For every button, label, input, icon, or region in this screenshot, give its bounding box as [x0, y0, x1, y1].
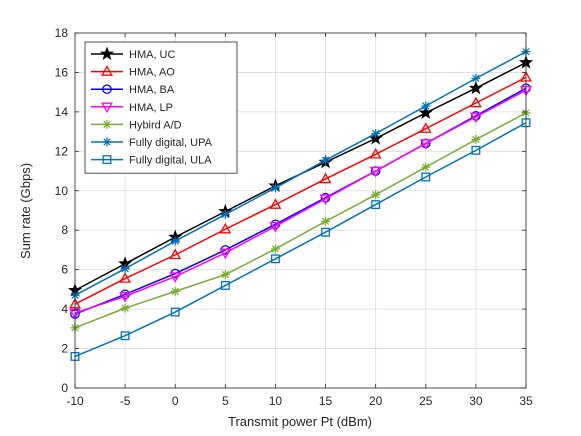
legend: HMA, UC HMA, AO HMA, BA HMA, LP Hybird A/D Fu…: [84, 41, 238, 174]
data-point-marker: [421, 172, 431, 182]
data-point-marker: [469, 112, 482, 124]
axis-ticks: -10 -5 0 5 10 15 20 25 30 35 0 2 4 6 8 10 12 14 16 18: [55, 26, 533, 408]
series-line: [74, 122, 527, 358]
y-tick-label: 10: [55, 184, 69, 198]
legend-label: HMA, BA: [129, 84, 175, 96]
x-tick-label: 30: [469, 394, 483, 408]
legend-marker: [99, 46, 115, 61]
legend-marker: [102, 119, 112, 129]
data-point-marker: [421, 101, 431, 111]
x-tick-label: 10: [269, 394, 283, 408]
data-point-marker: [468, 80, 483, 95]
x-tick-label: 25: [419, 394, 433, 408]
x-tick-label: 0: [172, 394, 179, 408]
legend-item: HMA, LP: [91, 102, 173, 114]
y-tick-label: 8: [61, 223, 68, 237]
legend-item: Hybird A/D: [91, 119, 182, 131]
data-point-marker: [371, 200, 381, 210]
data-point-marker: [371, 190, 381, 200]
data-point-marker: [269, 198, 282, 209]
legend-item: HMA, AO: [91, 65, 175, 79]
y-tick-label: 0: [61, 381, 68, 395]
data-point-marker: [471, 135, 481, 144]
y-tick-label: 6: [61, 263, 68, 277]
legend-marker: [102, 137, 112, 147]
series-5: [70, 108, 531, 333]
y-tick-label: 18: [55, 26, 69, 40]
y-tick-label: 4: [61, 302, 68, 316]
legend-item: Fully digital, ULA: [91, 155, 212, 167]
data-point-marker: [320, 192, 331, 203]
data-point-marker: [170, 236, 180, 246]
data-point-marker: [419, 139, 432, 150]
data-point-marker: [270, 244, 280, 254]
data-point-marker: [469, 96, 482, 108]
data-point-marker: [419, 122, 432, 133]
data-point-marker: [169, 248, 182, 260]
y-tick-label: 14: [55, 105, 69, 119]
data-point-marker: [170, 286, 180, 296]
legend-marker: [101, 65, 113, 76]
data-point-marker: [371, 129, 381, 139]
data-point-marker: [220, 270, 230, 280]
data-point-marker: [269, 222, 282, 233]
data-point-marker: [119, 272, 132, 283]
legend-marker: [102, 155, 112, 165]
data-point-marker: [471, 145, 481, 155]
data-point-marker: [120, 303, 130, 313]
x-tick-label: 20: [369, 394, 383, 408]
data-point-marker: [471, 73, 481, 83]
legend-item: Fully digital, UPA: [91, 137, 213, 149]
data-point-marker: [321, 227, 331, 237]
legend-label: Fully digital, UPA: [129, 137, 213, 149]
data-point-marker: [220, 209, 230, 219]
data-point-marker: [119, 292, 132, 303]
data-point-marker: [369, 147, 382, 159]
y-tick-label: 12: [55, 144, 69, 158]
legend-label: HMA, LP: [129, 102, 173, 114]
data-point-marker: [170, 307, 180, 317]
x-tick-label: -10: [66, 394, 84, 408]
data-point-marker: [270, 183, 280, 193]
data-point-marker: [219, 222, 232, 234]
data-point-marker: [418, 105, 433, 119]
y-axis-label: Sum rate (Gbps): [18, 163, 33, 259]
legend-marker: [102, 84, 112, 95]
legend-item: HMA, BA: [91, 84, 175, 96]
data-point-marker: [120, 331, 130, 341]
legend-label: Hybird A/D: [129, 119, 182, 131]
data-point-marker: [471, 110, 481, 121]
legend-label: HMA, AO: [129, 67, 175, 79]
data-point-marker: [369, 166, 382, 178]
data-point-marker: [219, 248, 232, 260]
data-point-marker: [220, 280, 230, 290]
legend-label: HMA, UC: [129, 49, 176, 61]
axes-box: [74, 32, 527, 389]
series-line: [74, 51, 527, 296]
series-line: [74, 112, 527, 329]
x-tick-label: 5: [222, 394, 229, 408]
x-tick-label: -5: [120, 394, 131, 408]
legend-label: Fully digital, ULA: [129, 155, 212, 167]
data-point-marker: [270, 254, 280, 264]
x-tick-label: 15: [319, 394, 333, 408]
x-axis-label: Transmit power Pt (dBm): [228, 414, 372, 429]
x-tick-label: 35: [519, 394, 533, 408]
series-line: [74, 89, 527, 314]
data-point-marker: [169, 272, 182, 283]
y-tick-label: 2: [61, 342, 68, 356]
data-point-marker: [319, 172, 332, 184]
data-point-marker: [321, 216, 331, 226]
series-line: [74, 76, 527, 305]
legend-marker: [101, 102, 113, 114]
legend-item: HMA, UC: [91, 46, 176, 61]
series-7: [70, 118, 531, 361]
legend-box: [84, 41, 238, 174]
data-point-marker: [319, 194, 332, 206]
y-tick-label: 16: [55, 65, 69, 79]
data-point-marker: [421, 162, 431, 172]
data-point-marker: [120, 264, 130, 274]
data-point-marker: [321, 155, 331, 165]
